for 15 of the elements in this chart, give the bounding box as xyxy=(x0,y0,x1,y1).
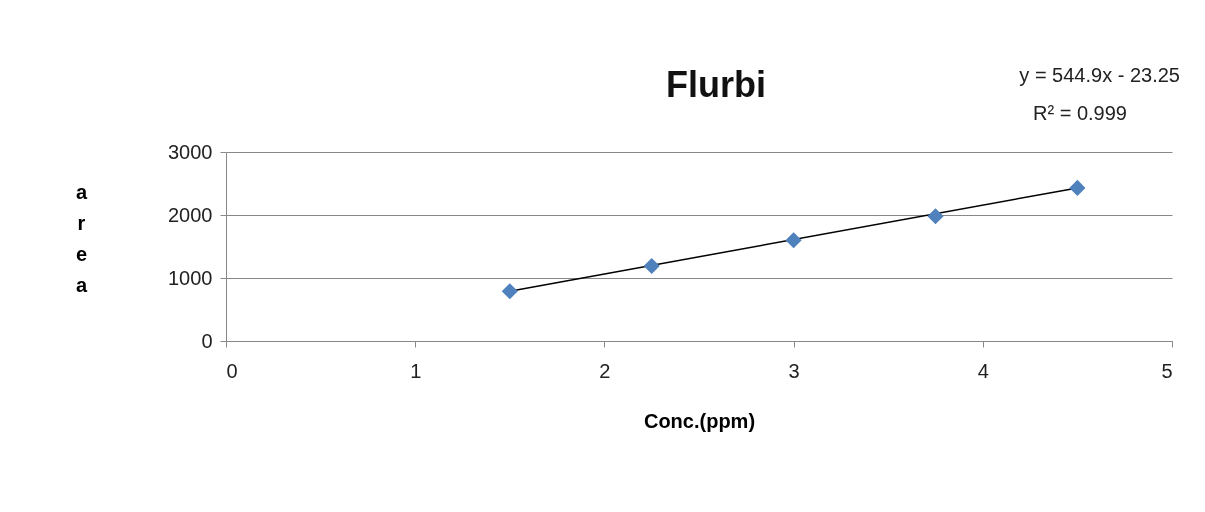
x-tick-label: 0 xyxy=(226,359,238,382)
x-tick-label: 5 xyxy=(1161,359,1173,382)
x-tick-label: 4 xyxy=(977,359,989,382)
y-tick-label: 3000 xyxy=(168,140,213,163)
y-tick-label: 1000 xyxy=(168,266,213,289)
text: R² = 0.999 xyxy=(1033,102,1127,124)
y-tick-label: 0 xyxy=(201,329,213,352)
x-tick-label: 1 xyxy=(410,359,422,382)
chart-title: Flurbi xyxy=(666,64,766,105)
x-tick-label: 3 xyxy=(788,359,800,382)
x-axis-title: Conc.(ppm) xyxy=(643,409,756,432)
text: y = 544.9x - 23.25 xyxy=(1019,64,1180,86)
x-tick-label: 2 xyxy=(599,359,611,382)
y-tick-label: 2000 xyxy=(168,203,213,226)
y-axis-title: area xyxy=(75,180,88,296)
